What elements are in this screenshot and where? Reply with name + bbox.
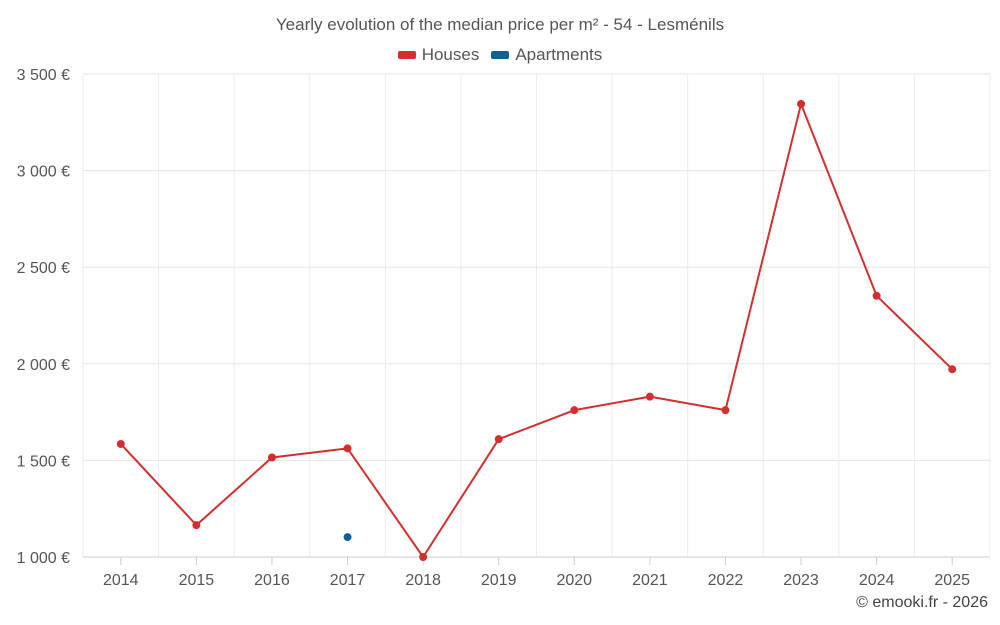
x-tick-label: 2024 (859, 572, 895, 589)
x-tick-label: 2021 (632, 572, 668, 589)
y-tick-label: 1 500 € (17, 453, 70, 470)
data-point-houses (419, 553, 428, 561)
data-point-houses (645, 392, 654, 401)
data-point-houses (570, 406, 579, 415)
data-point-houses (948, 365, 957, 374)
y-tick-label: 2 500 € (17, 260, 70, 277)
data-point-houses (267, 453, 276, 462)
x-tick-label: 2014 (103, 572, 139, 589)
legend: Houses Apartments (0, 45, 1000, 65)
x-tick-label: 2020 (556, 572, 592, 589)
x-tick-label: 2025 (934, 572, 970, 589)
data-point-houses (494, 435, 503, 444)
data-point-houses (343, 444, 352, 453)
y-tick-label: 3 000 € (17, 164, 70, 181)
data-point-houses (721, 406, 730, 415)
y-tick-label: 3 500 € (17, 67, 70, 84)
legend-swatch-houses (397, 51, 416, 59)
series-line-houses (120, 102, 953, 558)
x-tick-label: 2015 (179, 572, 215, 589)
legend-swatch-apartments (491, 51, 510, 59)
x-tick-label: 2016 (254, 572, 290, 589)
x-tick-label: 2023 (783, 572, 819, 589)
data-point-apartments (343, 533, 352, 542)
x-tick-label: 2022 (708, 572, 744, 589)
legend-item-houses[interactable]: Houses (397, 45, 480, 65)
x-tick-label: 2019 (481, 572, 517, 589)
x-tick-label: 2017 (330, 572, 366, 589)
credit-text: © emooki.fr - 2026 (856, 594, 988, 611)
legend-label-houses: Houses (421, 45, 480, 64)
legend-item-apartments[interactable]: Apartments (491, 45, 602, 65)
y-tick-label: 1 000 € (17, 550, 70, 567)
data-point-houses (797, 99, 806, 108)
x-tick-label: 2018 (405, 572, 441, 589)
data-point-houses (192, 521, 201, 530)
legend-label-apartments: Apartments (515, 45, 603, 64)
y-tick-label: 2 000 € (17, 357, 70, 374)
data-point-houses (872, 291, 881, 300)
data-point-houses (116, 439, 125, 448)
chart-title: Yearly evolution of the median price per… (275, 15, 725, 34)
